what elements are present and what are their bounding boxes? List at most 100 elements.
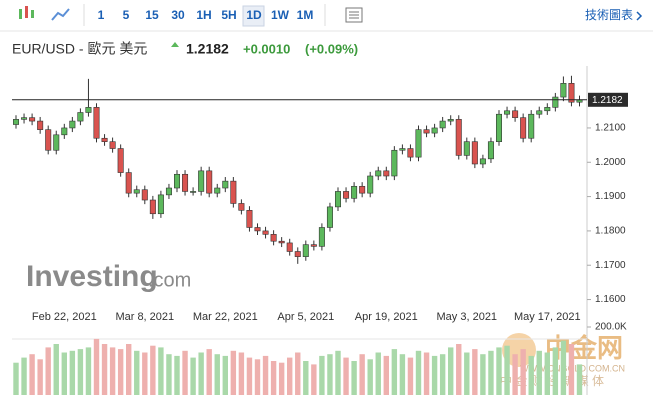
interval-button[interactable]: 1D	[246, 8, 262, 22]
y-tick-label: 1.1700	[595, 260, 626, 271]
interval-button[interactable]: 1M	[297, 8, 314, 22]
volume-bar	[222, 355, 228, 395]
candle-body	[45, 129, 52, 151]
candle-body	[21, 117, 28, 120]
candle-body	[13, 119, 20, 125]
volume-bar	[134, 350, 140, 395]
volume-bar	[166, 354, 172, 395]
active-interval	[242, 5, 265, 27]
volume-bar	[77, 349, 84, 395]
interval-button[interactable]: 1	[98, 8, 105, 22]
volume-bar	[439, 354, 446, 395]
price: 1.2182	[186, 41, 229, 57]
volume-bar	[560, 340, 567, 395]
volume-bar	[37, 359, 43, 395]
volume-bar	[319, 355, 325, 395]
last-price-tag	[588, 92, 628, 107]
symbol: EUR/USD - 歐元 美元	[12, 41, 147, 57]
volume-bar	[512, 354, 518, 395]
candle-body	[165, 187, 172, 196]
candle-body	[125, 172, 132, 194]
volume-bar	[480, 354, 486, 395]
interval-button[interactable]: 1H	[196, 8, 211, 22]
candle-body	[278, 240, 285, 244]
candle-body	[93, 107, 100, 139]
volume-bar	[69, 350, 76, 395]
interval-button[interactable]: 5H	[221, 8, 236, 22]
volume-bar	[472, 349, 478, 395]
volume-bar	[423, 352, 430, 395]
candle-body	[560, 83, 567, 98]
volume-bar	[13, 362, 19, 395]
volume-bar	[190, 357, 196, 395]
candle-body	[343, 191, 350, 199]
volume-bar	[117, 349, 124, 395]
candle-body	[270, 234, 277, 242]
volume-bar	[576, 364, 583, 395]
y-tick-label: 1.1900	[595, 191, 626, 202]
candle-body	[455, 119, 462, 156]
candle-body	[141, 189, 148, 201]
candle-body	[536, 110, 543, 115]
volume-bar	[198, 352, 204, 395]
volume-bar	[101, 344, 108, 395]
line-icon[interactable]	[51, 8, 70, 21]
candle-body	[439, 120, 446, 129]
candle-body	[504, 110, 511, 115]
volume-bar	[246, 357, 253, 395]
volume-bar	[270, 361, 277, 395]
candle-body	[117, 148, 124, 173]
candle-body	[61, 127, 68, 136]
volume-bar	[254, 359, 261, 395]
volume-bar	[335, 350, 341, 395]
candle-body	[157, 194, 164, 215]
candle-body	[222, 180, 229, 189]
candle-body	[286, 242, 293, 252]
interval-button[interactable]: 5	[123, 8, 130, 22]
volume-bar	[327, 354, 333, 395]
candle-body	[318, 227, 325, 247]
candle-body	[214, 187, 221, 194]
candle-body	[399, 148, 406, 151]
candle-body	[149, 199, 156, 215]
y-tick-label: 1.1800	[595, 226, 626, 237]
candle-body	[326, 206, 333, 228]
volume-bar	[391, 349, 398, 395]
interval-button[interactable]: 15	[145, 8, 159, 22]
candle-body	[85, 107, 92, 113]
candle-body	[375, 170, 382, 177]
change: +0.0010	[243, 41, 290, 56]
candle-body	[471, 141, 478, 165]
menu-link[interactable]: 技術圖表	[585, 8, 633, 22]
candle-body	[206, 170, 213, 194]
volume-bar	[21, 357, 27, 395]
candle-body	[334, 191, 341, 208]
volume-bar	[45, 347, 51, 395]
y-tick-label: 1.2000	[595, 157, 626, 168]
candle-body	[552, 96, 559, 108]
volume-bar	[544, 352, 550, 395]
volume-bar	[536, 350, 542, 395]
interval-button[interactable]: 1W	[271, 8, 290, 22]
volume-bar	[367, 359, 373, 395]
candle-body	[520, 117, 527, 139]
volume-bar	[29, 354, 35, 395]
y-tick-label: 1.2100	[595, 123, 626, 134]
volume-bar	[230, 350, 237, 395]
x-tick-label: May 3, 2021	[437, 311, 498, 323]
candle-body	[383, 170, 390, 177]
volume-bar	[262, 355, 269, 395]
volume-bar	[456, 344, 462, 395]
x-tick-label: Mar 22, 2021	[193, 311, 258, 323]
candle-body	[479, 158, 486, 165]
volume-bar	[150, 345, 156, 395]
candle-icon[interactable]	[19, 6, 34, 19]
candle-body	[69, 120, 76, 129]
volume-bar	[359, 354, 365, 395]
candle-body	[423, 129, 430, 134]
interval-button[interactable]: 30	[171, 8, 185, 22]
settings-icon[interactable]	[345, 7, 363, 23]
